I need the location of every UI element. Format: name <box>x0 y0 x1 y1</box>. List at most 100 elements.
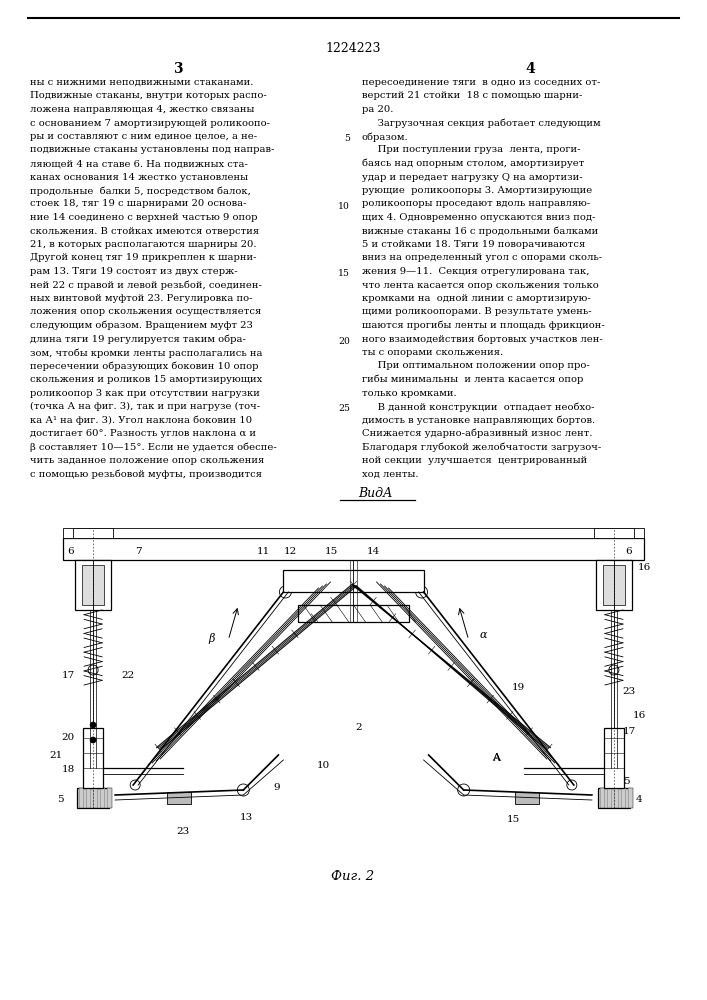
Text: 16: 16 <box>632 710 645 720</box>
Text: ложения опор скольжения осуществляется: ложения опор скольжения осуществляется <box>30 308 262 316</box>
FancyBboxPatch shape <box>63 528 644 538</box>
Text: димость в установке направляющих бортов.: димость в установке направляющих бортов. <box>362 416 595 425</box>
FancyBboxPatch shape <box>600 788 605 808</box>
Text: При оптимальном положении опор про-: При оптимальном положении опор про- <box>362 361 590 370</box>
Text: 2: 2 <box>355 724 362 732</box>
Text: (точка А на фиг. 3), так и при нагрузе (точ-: (точка А на фиг. 3), так и при нагрузе (… <box>30 402 260 411</box>
Text: Другой конец тяг 19 прикреплен к шарни-: Другой конец тяг 19 прикреплен к шарни- <box>30 253 257 262</box>
Text: продольные  балки 5, посредством балок,: продольные балки 5, посредством балок, <box>30 186 251 196</box>
Circle shape <box>90 737 96 743</box>
Text: α: α <box>480 630 487 640</box>
Text: ты с опорами скольжения.: ты с опорами скольжения. <box>362 348 503 357</box>
Text: роликоопор 3 как при отсутствии нагрузки: роликоопор 3 как при отсутствии нагрузки <box>30 388 260 397</box>
Text: 23: 23 <box>622 688 636 696</box>
Text: 20: 20 <box>62 734 75 742</box>
Text: 22: 22 <box>122 670 135 680</box>
Text: 14: 14 <box>367 548 380 556</box>
Text: ход ленты.: ход ленты. <box>362 470 419 479</box>
Text: гибы минимальны  и лента касается опор: гибы минимальны и лента касается опор <box>362 375 583 384</box>
Text: 4: 4 <box>525 62 535 76</box>
Text: ной секции  улучшается  центрированный: ной секции улучшается центрированный <box>362 456 588 465</box>
Text: 10: 10 <box>338 202 350 211</box>
FancyBboxPatch shape <box>284 570 423 592</box>
Text: β: β <box>208 633 214 644</box>
Text: ВидА: ВидА <box>358 487 392 500</box>
Text: Благодаря глубокой желобчатости загрузоч-: Благодаря глубокой желобчатости загрузоч… <box>362 442 601 452</box>
Text: 12: 12 <box>284 548 297 556</box>
Text: длина тяги 19 регулируется таким обра-: длина тяги 19 регулируется таким обра- <box>30 334 246 344</box>
Text: 5: 5 <box>624 778 634 786</box>
Text: 7: 7 <box>135 548 141 556</box>
FancyBboxPatch shape <box>75 560 111 610</box>
Text: 20: 20 <box>338 337 350 346</box>
Text: 23: 23 <box>177 828 190 836</box>
FancyBboxPatch shape <box>86 788 91 808</box>
Text: верстий 21 стойки  18 с помощью шарни-: верстий 21 стойки 18 с помощью шарни- <box>362 92 583 101</box>
FancyBboxPatch shape <box>515 792 539 804</box>
Circle shape <box>416 586 428 598</box>
FancyBboxPatch shape <box>607 788 612 808</box>
Text: 17: 17 <box>62 670 75 680</box>
FancyBboxPatch shape <box>82 565 104 605</box>
Text: с помощью резьбовой муфты, производится: с помощью резьбовой муфты, производится <box>30 470 262 479</box>
Circle shape <box>279 586 291 598</box>
Text: только кромками.: только кромками. <box>362 388 457 397</box>
Text: 6: 6 <box>66 548 74 556</box>
Circle shape <box>238 784 250 796</box>
Text: достигает 60°. Разность углов наклона α и: достигает 60°. Разность углов наклона α … <box>30 429 256 438</box>
FancyBboxPatch shape <box>93 788 98 808</box>
FancyBboxPatch shape <box>621 788 626 808</box>
Text: ние 14 соединено с верхней частью 9 опор: ние 14 соединено с верхней частью 9 опор <box>30 213 257 222</box>
Text: 3: 3 <box>173 62 183 76</box>
FancyBboxPatch shape <box>614 788 619 808</box>
Text: Снижается ударно-абразивный износ лент.: Снижается ударно-абразивный износ лент. <box>362 429 592 438</box>
Text: следующим образом. Вращением муфт 23: следующим образом. Вращением муфт 23 <box>30 321 253 330</box>
FancyBboxPatch shape <box>628 788 633 808</box>
Text: 15: 15 <box>325 548 338 556</box>
Text: рам 13. Тяги 19 состоят из двух стерж-: рам 13. Тяги 19 состоят из двух стерж- <box>30 267 238 276</box>
Circle shape <box>609 665 619 675</box>
Text: ляющей 4 на ставе 6. На подвижных ста-: ляющей 4 на ставе 6. На подвижных ста- <box>30 159 248 168</box>
FancyBboxPatch shape <box>79 788 84 808</box>
Text: ны с нижними неподвижными стаканами.: ны с нижними неподвижными стаканами. <box>30 78 253 87</box>
Text: ных винтовой муфтой 23. Регулировка по-: ных винтовой муфтой 23. Регулировка по- <box>30 294 252 303</box>
Text: пересоединение тяги  в одно из соседних от-: пересоединение тяги в одно из соседних о… <box>362 78 600 87</box>
FancyBboxPatch shape <box>63 538 644 560</box>
Text: пересечении образующих боковин 10 опор: пересечении образующих боковин 10 опор <box>30 361 259 371</box>
FancyBboxPatch shape <box>100 788 105 808</box>
Text: 25: 25 <box>338 404 350 413</box>
Text: 13: 13 <box>240 814 253 822</box>
Text: ры и составляют с ним единое целое, а не-: ры и составляют с ним единое целое, а не… <box>30 132 257 141</box>
Text: скольжения и роликов 15 амортизирующих: скольжения и роликов 15 амортизирующих <box>30 375 262 384</box>
Circle shape <box>90 722 96 728</box>
Text: При поступлении груза  лента, проги-: При поступлении груза лента, проги- <box>362 145 580 154</box>
Text: щих 4. Одновременно опускаются вниз под-: щих 4. Одновременно опускаются вниз под- <box>362 213 595 222</box>
Text: жения 9—11.  Секция отрегулирована так,: жения 9—11. Секция отрегулирована так, <box>362 267 590 276</box>
Text: чить заданное положение опор скольжения: чить заданное положение опор скольжения <box>30 456 264 465</box>
Text: A: A <box>491 753 500 763</box>
Text: канах основания 14 жестко установлены: канах основания 14 жестко установлены <box>30 172 248 182</box>
Text: 15: 15 <box>507 816 520 824</box>
FancyBboxPatch shape <box>596 560 632 610</box>
Text: 18: 18 <box>62 766 75 774</box>
Text: В данной конструкции  отпадает необхо-: В данной конструкции отпадает необхо- <box>362 402 595 412</box>
Text: β составляет 10—15°. Если не удается обеспе-: β составляет 10—15°. Если не удается обе… <box>30 442 276 452</box>
Text: рующие  роликоопоры 3. Амортизирующие: рующие роликоопоры 3. Амортизирующие <box>362 186 592 195</box>
FancyBboxPatch shape <box>604 728 624 788</box>
Text: 21, в которых располагаются шарниры 20.: 21, в которых располагаются шарниры 20. <box>30 240 257 249</box>
FancyBboxPatch shape <box>107 788 112 808</box>
Text: 9: 9 <box>273 784 280 792</box>
FancyBboxPatch shape <box>167 792 191 804</box>
Text: скольжения. В стойках имеются отверстия: скольжения. В стойках имеются отверстия <box>30 227 259 235</box>
Text: 5: 5 <box>57 796 64 804</box>
Text: удар и передает нагрузку Q на амортизи-: удар и передает нагрузку Q на амортизи- <box>362 172 583 182</box>
Text: A: A <box>492 754 499 762</box>
FancyBboxPatch shape <box>83 728 103 788</box>
Text: шаются прогибы ленты и площадь фрикцион-: шаются прогибы ленты и площадь фрикцион- <box>362 321 604 330</box>
Text: ка А¹ на фиг. 3). Угол наклона боковин 10: ка А¹ на фиг. 3). Угол наклона боковин 1… <box>30 416 252 425</box>
Text: образом.: образом. <box>362 132 409 141</box>
FancyBboxPatch shape <box>73 528 113 538</box>
FancyBboxPatch shape <box>603 565 625 605</box>
Text: кромками на  одной линии с амортизирую-: кромками на одной линии с амортизирую- <box>362 294 591 303</box>
Circle shape <box>88 665 98 675</box>
